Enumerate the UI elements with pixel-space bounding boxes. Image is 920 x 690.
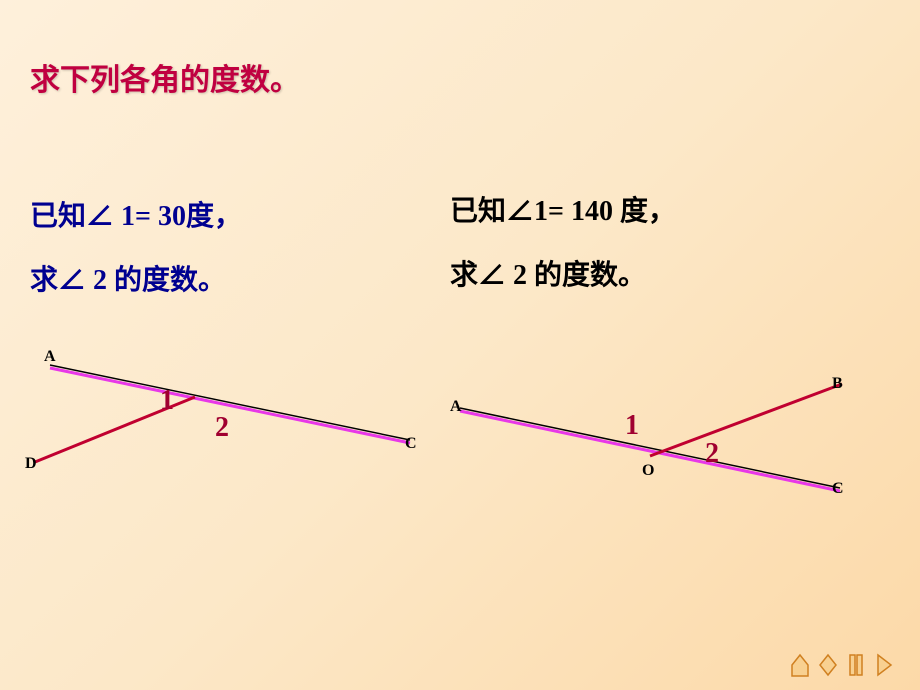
nav-next-icon[interactable] (873, 652, 895, 678)
nav-home-icon[interactable] (789, 652, 811, 678)
label-O: O (642, 462, 654, 480)
problem-left: 已知∠ 1= 30度， 求∠ 2 的度数。 (30, 185, 242, 314)
label-A: A (44, 348, 56, 366)
label-A: A (450, 398, 462, 416)
problem-right: 已知∠1= 140 度， 求∠ 2 的度数。 (450, 180, 676, 309)
diagram-right-svg (450, 360, 870, 540)
line-ac (50, 365, 410, 440)
right-line1: 已知∠1= 140 度， (450, 180, 676, 244)
label-C: C (405, 435, 417, 453)
right-line2: 求∠ 2 的度数。 (450, 244, 676, 308)
page-title: 求下列各角的度数。 (30, 55, 300, 99)
line-ac-highlight (50, 368, 410, 443)
diagram-right: A B C O 1 2 (450, 360, 870, 540)
ray-b (650, 384, 842, 456)
diagram-left: A C D 1 2 (20, 340, 420, 520)
angle-1: 1 (160, 385, 174, 417)
nav-controls (789, 652, 895, 678)
left-line2: 求∠ 2 的度数。 (30, 249, 242, 313)
label-B: B (832, 375, 843, 393)
angle-1: 1 (625, 410, 639, 442)
left-line1: 已知∠ 1= 30度， (30, 185, 242, 249)
angle-2: 2 (705, 438, 719, 470)
angle-2: 2 (215, 412, 229, 444)
label-C: C (832, 480, 844, 498)
label-D: D (25, 455, 37, 473)
nav-prev-icon[interactable] (817, 652, 839, 678)
nav-back-icon[interactable] (845, 652, 867, 678)
